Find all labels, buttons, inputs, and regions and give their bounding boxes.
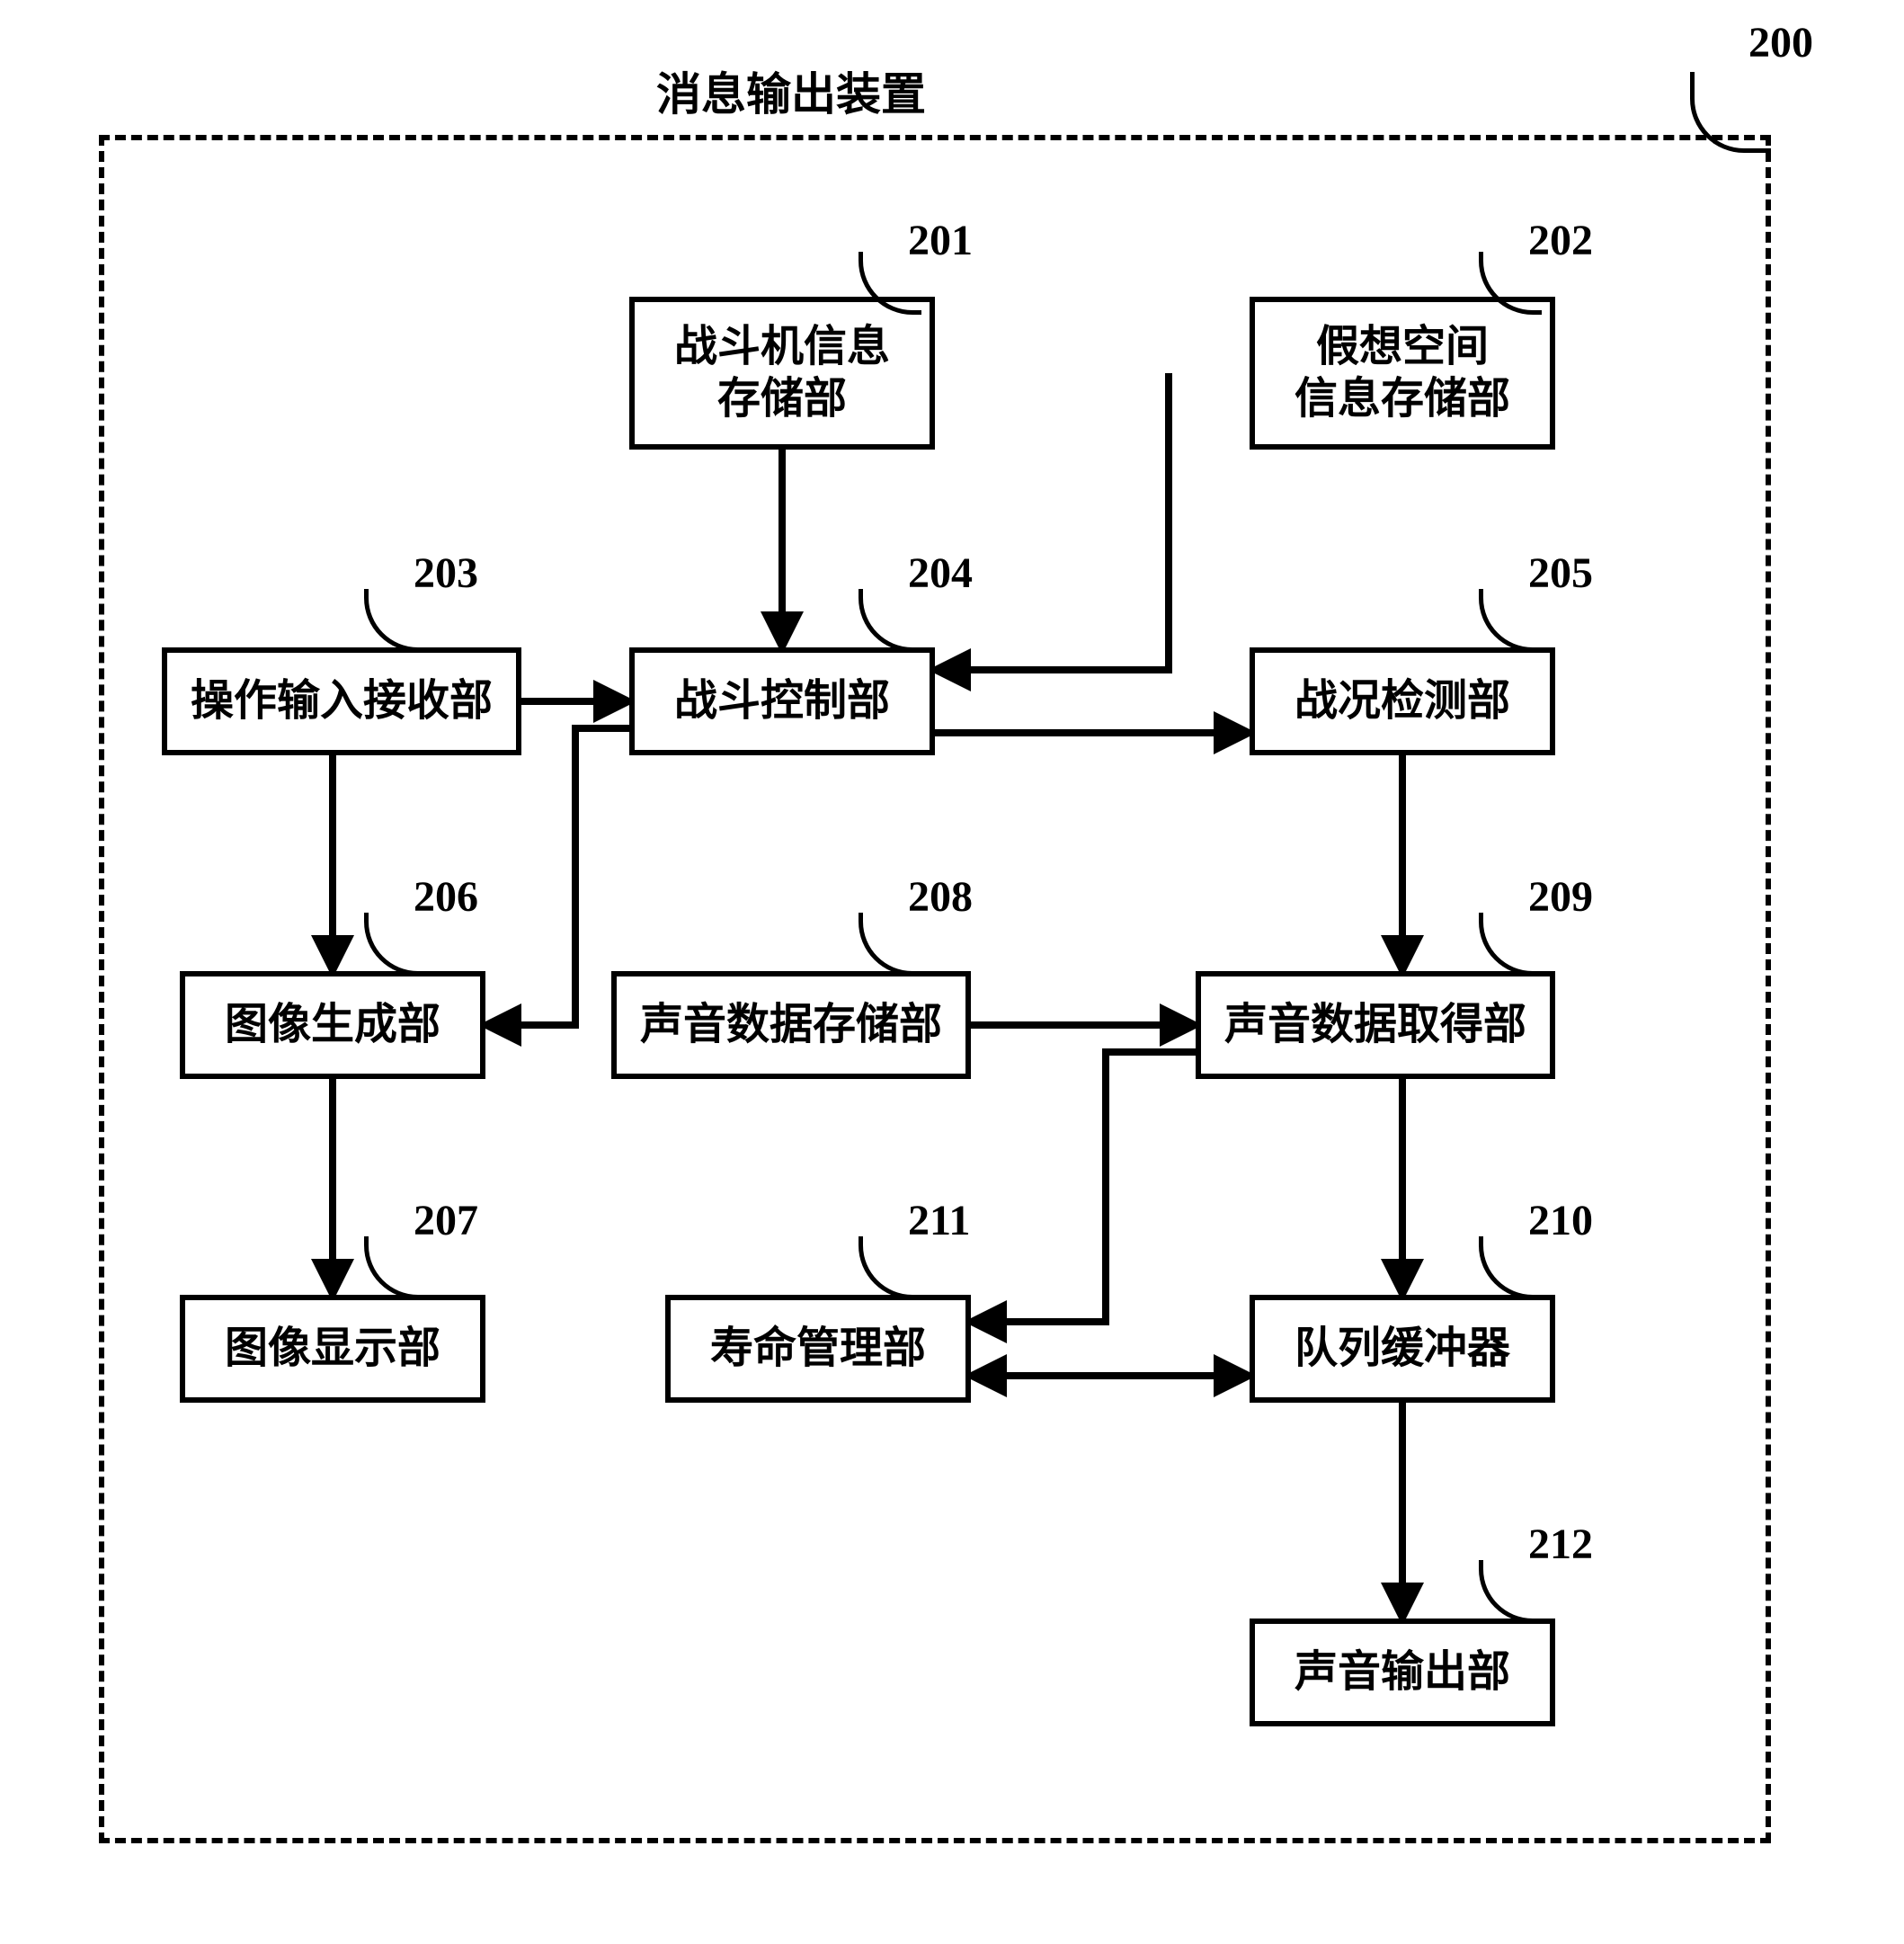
ref-label-207: 207	[414, 1196, 478, 1245]
ref-label-210: 210	[1528, 1196, 1593, 1245]
node-label: 声音输出部	[1295, 1646, 1510, 1699]
node-211: 寿命管理部	[665, 1295, 971, 1403]
node-label: 寿命管理部	[710, 1323, 926, 1375]
node-205: 战况检测部	[1250, 647, 1555, 755]
node-212: 声音输出部	[1250, 1619, 1555, 1726]
node-label: 队列缓冲器	[1295, 1323, 1510, 1375]
node-label: 图像生成部	[225, 999, 440, 1051]
diagram-title: 消息输出装置	[656, 58, 926, 123]
ref-label-208: 208	[908, 872, 973, 922]
node-label: 战斗控制部	[674, 675, 890, 727]
node-label: 操作输入接收部	[191, 675, 493, 727]
ref-label-209: 209	[1528, 872, 1593, 922]
node-label: 假想空间 信息存储部	[1295, 321, 1510, 424]
node-201: 战斗机信息 存储部	[629, 297, 935, 450]
node-204: 战斗控制部	[629, 647, 935, 755]
ref-label-204: 204	[908, 548, 973, 598]
node-202: 假想空间 信息存储部	[1250, 297, 1555, 450]
node-206: 图像生成部	[180, 971, 485, 1079]
outer-ref-label: 200	[1748, 18, 1813, 67]
ref-label-203: 203	[414, 548, 478, 598]
node-label: 战斗机信息 存储部	[674, 321, 890, 424]
node-label: 战况检测部	[1295, 675, 1510, 727]
ref-label-201: 201	[908, 216, 973, 265]
ref-label-205: 205	[1528, 548, 1593, 598]
ref-label-211: 211	[908, 1196, 970, 1245]
ref-label-202: 202	[1528, 216, 1593, 265]
node-207: 图像显示部	[180, 1295, 485, 1403]
ref-label-212: 212	[1528, 1520, 1593, 1569]
node-label: 声音数据存储部	[640, 999, 942, 1051]
ref-label-206: 206	[414, 872, 478, 922]
node-label: 声音数据取得部	[1224, 999, 1526, 1051]
node-208: 声音数据存储部	[611, 971, 971, 1079]
node-209: 声音数据取得部	[1196, 971, 1555, 1079]
node-203: 操作输入接收部	[162, 647, 521, 755]
node-label: 图像显示部	[225, 1323, 440, 1375]
node-210: 队列缓冲器	[1250, 1295, 1555, 1403]
